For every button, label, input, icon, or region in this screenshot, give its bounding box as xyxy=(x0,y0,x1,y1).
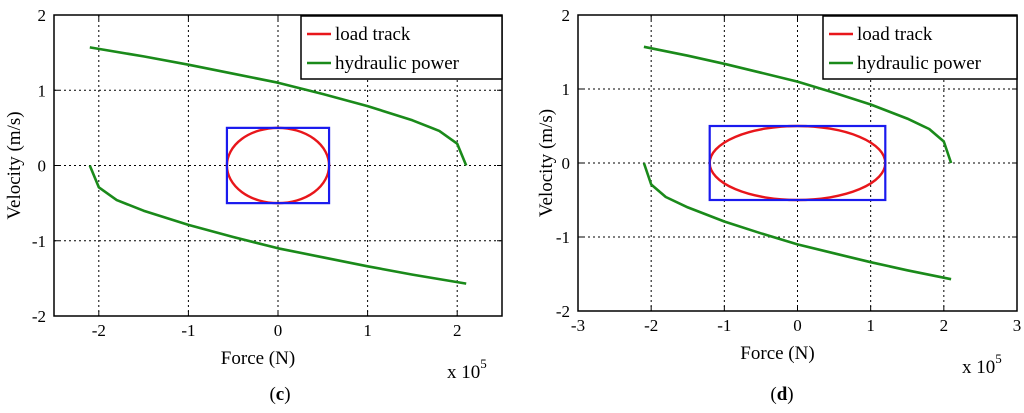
panel-c-x-multiplier: x 105 xyxy=(447,356,487,383)
panel-d-x-multiplier-exponent: 5 xyxy=(995,351,1002,366)
panel-d-hydraulic-power-upper-curve xyxy=(643,45,953,164)
panel-c-y-tick-label: 1 xyxy=(38,81,47,100)
panel-d-y-axis-label: Velocity (m/s) xyxy=(536,109,557,217)
panel-c-legend-box xyxy=(300,15,503,80)
panel-c-hydraulic-power-lower-curve xyxy=(88,165,467,285)
panel-d-x-multiplier: x 105 xyxy=(962,351,1002,378)
panel-d-y-tick-label: 0 xyxy=(562,154,571,173)
panel-d-x-tick-label: 3 xyxy=(1013,316,1022,335)
panel-d-y-tick-label: -2 xyxy=(556,302,570,321)
caption-c-letter: c xyxy=(276,384,284,405)
panel-d-x-axis-label: Force (N) xyxy=(740,343,814,364)
panel-d-y-tick-label: 2 xyxy=(562,6,571,25)
panel-c-bounding-box xyxy=(225,126,331,205)
panel-c-x-axis-label: Force (N) xyxy=(221,348,295,369)
panel-c-y-axis-label: Velocity (m/s) xyxy=(4,111,25,219)
caption-c: (c) xyxy=(269,384,290,405)
panel-d-y-tick-label: -1 xyxy=(556,228,570,247)
panel-d-x-tick-label: -1 xyxy=(717,316,731,335)
panel-d-hydraulic-power-lower-curve xyxy=(642,162,952,281)
panel-d-legend-label: hydraulic power xyxy=(857,53,982,74)
panel-d-x-tick-label: -2 xyxy=(644,316,658,335)
caption-d-letter: d xyxy=(777,384,788,405)
panel-d-y-tick-label: 1 xyxy=(562,80,571,99)
panel-c-x-tick-label: 0 xyxy=(274,321,283,340)
panel-c-legend-label: load track xyxy=(335,24,411,45)
panel-c-legend-label: hydraulic power xyxy=(335,53,460,74)
panel-d-bounding-box xyxy=(708,124,887,202)
panel-d-legend-label: load track xyxy=(857,24,933,45)
panel-d-x-tick-label: 2 xyxy=(940,316,949,335)
panel-c-x-tick-label: -2 xyxy=(92,321,106,340)
panel-c-y-tick-label: 0 xyxy=(38,157,47,176)
panel-d-x-tick-label: 0 xyxy=(793,316,802,335)
panel-c-y-tick-label: -1 xyxy=(32,232,46,251)
panel-c-y-tick-label: 2 xyxy=(38,6,47,25)
panel-d-legend-box xyxy=(822,15,1018,80)
panel-c-y-tick-label: -2 xyxy=(32,307,46,326)
panel-c-x-multiplier-exponent: 5 xyxy=(480,356,487,371)
panel-c-x-tick-label: 1 xyxy=(363,321,372,340)
panel-c-hydraulic-power-upper-curve xyxy=(89,46,468,166)
chart-panel-c: -2 -1 0 1 2 -2 -1 0 1 2 Force (N) Velocity (m/s) x 1… xyxy=(4,6,503,383)
panel-d-x-tick-label: -3 xyxy=(571,316,585,335)
panel-c-x-tick-label: -1 xyxy=(181,321,195,340)
panel-c-x-tick-label: 2 xyxy=(453,321,462,340)
caption-d: (d) xyxy=(770,384,793,405)
panel-d-x-tick-label: 1 xyxy=(866,316,875,335)
